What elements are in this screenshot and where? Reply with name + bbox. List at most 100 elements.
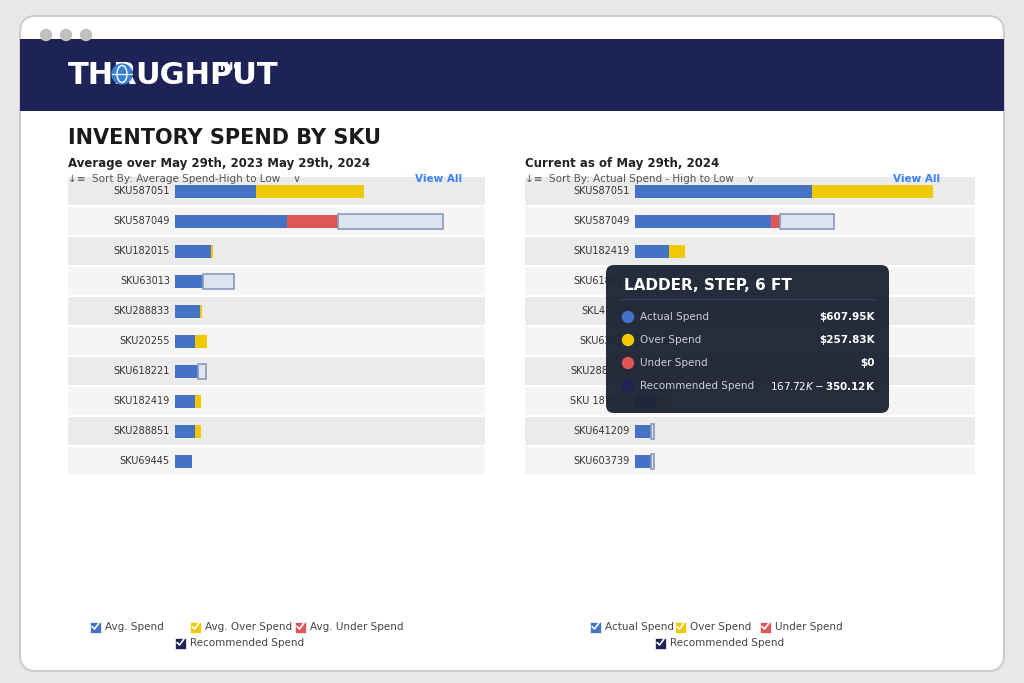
Bar <box>20 39 1004 111</box>
Text: SKU641209: SKU641209 <box>573 426 630 436</box>
Text: Current as of May 29th, 2024: Current as of May 29th, 2024 <box>525 156 719 169</box>
Text: SKU63013: SKU63013 <box>120 276 170 286</box>
Bar <box>525 297 975 325</box>
Text: SKU618221: SKU618221 <box>573 276 630 286</box>
FancyBboxPatch shape <box>606 265 889 413</box>
Text: $257.83K: $257.83K <box>819 335 874 345</box>
Bar <box>175 245 211 257</box>
Bar <box>68 417 485 445</box>
Text: SKU2888-45: SKU2888-45 <box>570 366 630 376</box>
Bar <box>196 425 201 438</box>
Bar <box>175 395 196 408</box>
Text: Over Spend: Over Spend <box>690 622 752 632</box>
Bar <box>812 184 933 197</box>
Text: SKU587049: SKU587049 <box>573 216 630 226</box>
Bar <box>175 637 186 648</box>
Text: SKU288833: SKU288833 <box>114 306 170 316</box>
Bar <box>175 454 193 467</box>
Bar <box>175 305 200 318</box>
Bar <box>211 245 213 257</box>
Text: $167.72K-$350.12K: $167.72K-$350.12K <box>769 380 874 392</box>
Bar <box>196 335 207 348</box>
Bar <box>635 214 771 227</box>
Text: INVENTORY SPEND BY SKU: INVENTORY SPEND BY SKU <box>68 128 381 148</box>
Bar <box>771 214 779 227</box>
Bar <box>525 237 975 265</box>
Text: $0: $0 <box>860 358 874 368</box>
Bar <box>68 357 485 385</box>
Bar <box>635 245 669 257</box>
Bar <box>190 622 201 632</box>
Text: Recommended Spend: Recommended Spend <box>190 638 304 648</box>
Bar <box>68 267 485 295</box>
Text: SKL41613: SKL41613 <box>582 306 630 316</box>
Bar <box>635 184 812 197</box>
Text: SKU20255: SKU20255 <box>120 336 170 346</box>
Bar <box>68 387 485 415</box>
Bar <box>760 622 771 632</box>
Circle shape <box>60 29 72 40</box>
Text: Under Spend: Under Spend <box>775 622 843 632</box>
FancyBboxPatch shape <box>199 363 206 378</box>
Bar <box>68 297 485 325</box>
Text: SKU63837: SKU63837 <box>580 336 630 346</box>
Text: Actual Spend: Actual Spend <box>640 312 709 322</box>
Bar <box>635 454 651 467</box>
Circle shape <box>623 335 634 346</box>
Text: Over Spend: Over Spend <box>640 335 701 345</box>
Text: Average over May 29th, 2023 May 29th, 2024: Average over May 29th, 2023 May 29th, 20… <box>68 156 370 169</box>
Text: UGHPUT: UGHPUT <box>135 61 278 89</box>
Bar <box>175 275 203 288</box>
Text: SKU288851: SKU288851 <box>114 426 170 436</box>
Bar <box>525 417 975 445</box>
Text: $607.95K: $607.95K <box>819 312 874 322</box>
Text: SKU182419: SKU182419 <box>114 396 170 406</box>
Text: SKU587051: SKU587051 <box>114 186 170 196</box>
FancyBboxPatch shape <box>779 214 834 229</box>
Bar <box>200 305 203 318</box>
Text: INC: INC <box>220 62 242 72</box>
Bar <box>175 365 199 378</box>
Bar <box>295 622 306 632</box>
Bar <box>525 327 975 355</box>
Bar <box>68 327 485 355</box>
Text: THR: THR <box>68 61 137 89</box>
Bar <box>196 395 201 408</box>
Bar <box>90 622 101 632</box>
FancyBboxPatch shape <box>20 16 1004 671</box>
Bar <box>525 267 975 295</box>
FancyBboxPatch shape <box>203 273 233 288</box>
Bar <box>68 447 485 475</box>
Circle shape <box>623 380 634 391</box>
Circle shape <box>81 29 91 40</box>
Bar <box>675 622 686 632</box>
FancyBboxPatch shape <box>651 423 654 438</box>
Text: Recommended Spend: Recommended Spend <box>640 381 754 391</box>
Text: Avg. Over Spend: Avg. Over Spend <box>205 622 292 632</box>
Text: Avg. Under Spend: Avg. Under Spend <box>310 622 403 632</box>
Text: SKU182419: SKU182419 <box>573 246 630 256</box>
Bar <box>651 454 654 467</box>
Bar <box>655 637 666 648</box>
Text: SKUS87051: SKUS87051 <box>573 186 630 196</box>
Text: ↓≡  Sort By: Average Spend-High to Low    ∨: ↓≡ Sort By: Average Spend-High to Low ∨ <box>68 174 301 184</box>
Bar <box>525 207 975 235</box>
Bar <box>68 207 485 235</box>
Circle shape <box>41 29 51 40</box>
Bar <box>68 177 485 205</box>
FancyBboxPatch shape <box>651 454 654 469</box>
Text: SKU 187617: SKU 187617 <box>570 396 630 406</box>
Bar <box>68 237 485 265</box>
Bar <box>657 395 670 408</box>
Bar <box>175 335 196 348</box>
Text: SKU587049: SKU587049 <box>114 216 170 226</box>
Circle shape <box>623 357 634 369</box>
Bar <box>525 387 975 415</box>
Circle shape <box>623 311 634 322</box>
Bar <box>525 177 975 205</box>
Bar <box>256 184 365 197</box>
Text: View All: View All <box>893 174 940 184</box>
Text: SKU618221: SKU618221 <box>114 366 170 376</box>
Bar <box>590 622 601 632</box>
Bar <box>287 214 338 227</box>
